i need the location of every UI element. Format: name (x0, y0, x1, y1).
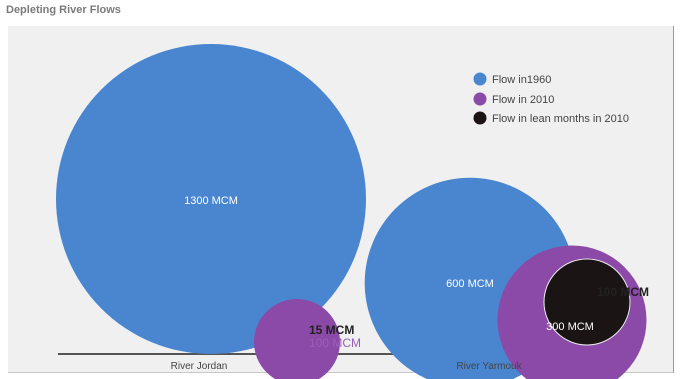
legend-marker-1960 (473, 72, 487, 86)
legend-label-2010: Flow in 2010 (492, 94, 554, 106)
label-yarmouk-2010: 300 MCM (546, 321, 594, 333)
label-jordan-lean: 15 MCM (309, 323, 354, 337)
bubble-jordan-1960 (56, 44, 366, 354)
label-jordan-1960: 1300 MCM (184, 195, 238, 207)
legend-marker-2010 (473, 92, 487, 106)
chart-title: Depleting River Flows (6, 4, 121, 16)
bubble-jordan-2010 (254, 299, 340, 379)
legend-label-1960: Flow in1960 (492, 74, 551, 86)
label-jordan-2010: 100 MCM (309, 336, 361, 350)
legend-marker-lean-2010 (473, 111, 487, 125)
category-label-jordan: River Jordan (171, 361, 228, 372)
category-label-yarmouk: River Yarmouk (456, 361, 522, 372)
label-yarmouk-lean: 100 MCM (597, 285, 649, 299)
legend: Flow in1960 Flow in 2010 Flow in lean mo… (473, 72, 629, 125)
bubble-yarmouk-lean (543, 258, 631, 346)
label-yarmouk-1960: 600 MCM (446, 278, 494, 290)
legend-label-lean-2010: Flow in lean months in 2010 (492, 113, 629, 125)
